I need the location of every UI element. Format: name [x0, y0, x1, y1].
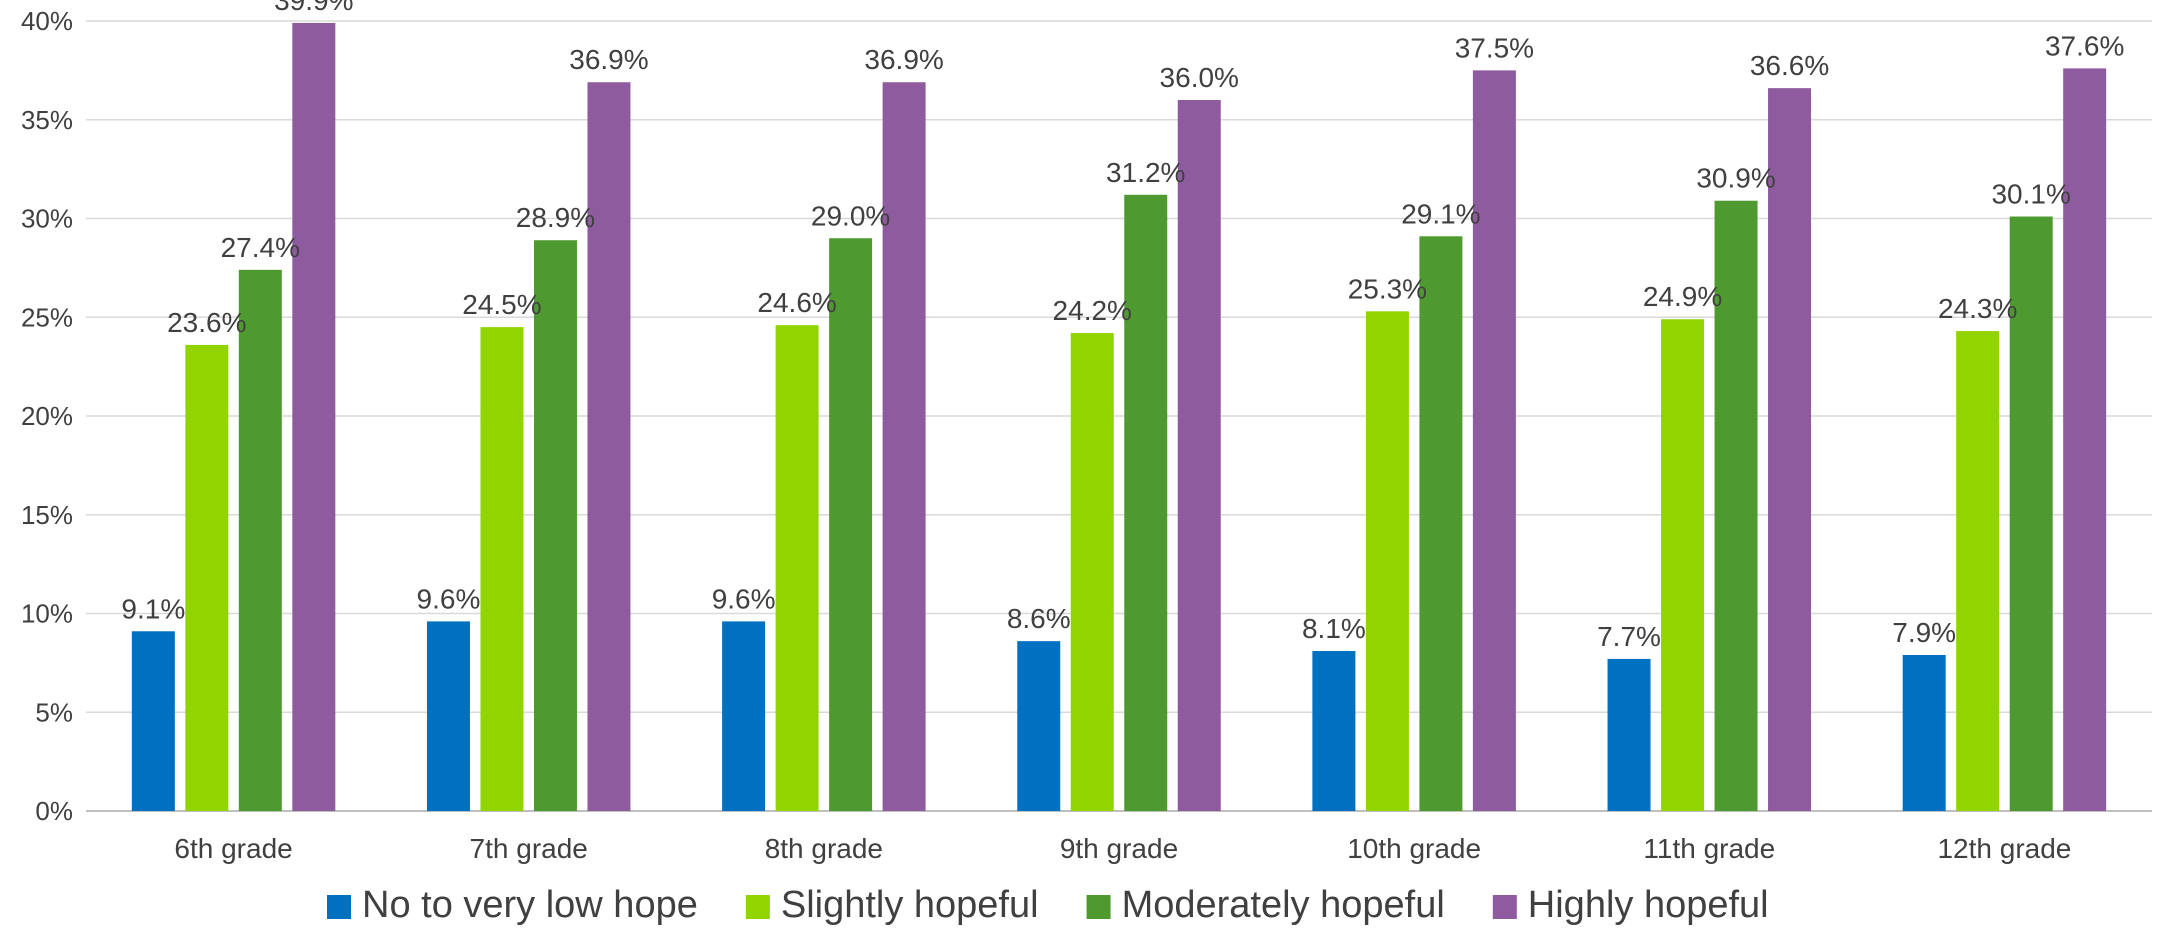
bar: [533, 240, 577, 812]
legend-label: Highly hopeful: [1528, 884, 1769, 926]
y-tick-label: 15%: [21, 500, 73, 530]
data-label: 23.6%: [167, 307, 246, 338]
bar: [1177, 100, 1221, 811]
data-label: 36.9%: [569, 44, 648, 75]
data-label: 9.1%: [121, 593, 185, 624]
gridlines: [86, 20, 2152, 812]
x-tick-label: 12th grade: [1937, 833, 2071, 864]
data-label: 8.1%: [1302, 613, 1366, 644]
y-tick-label: 5%: [35, 697, 73, 727]
data-label: 24.3%: [1938, 293, 2017, 324]
bar: [587, 82, 631, 812]
data-label: 37.5%: [1455, 32, 1534, 63]
x-tick-label: 9th grade: [1060, 833, 1178, 864]
legend-label: No to very low hope: [362, 884, 698, 926]
bar: [1956, 331, 2000, 811]
bar: [722, 621, 766, 811]
data-label: 37.6%: [2045, 30, 2124, 61]
data-label: 9.6%: [712, 583, 776, 614]
data-label: 30.1%: [1991, 179, 2070, 210]
bar: [131, 631, 175, 811]
y-tick-label: 0%: [35, 796, 73, 826]
data-label: 24.5%: [462, 289, 541, 320]
legend-swatch: [745, 895, 770, 919]
x-tick-label: 10th grade: [1347, 833, 1481, 864]
bar: [1714, 200, 1758, 812]
data-label: 7.7%: [1597, 621, 1661, 652]
data-label: 39.9%: [274, 0, 353, 16]
bar: [238, 269, 282, 812]
bar: [829, 238, 873, 811]
x-tick-label: 6th grade: [174, 833, 292, 864]
bar: [775, 325, 819, 811]
data-label: 24.9%: [1643, 281, 1722, 312]
bar: [1661, 319, 1705, 811]
bar: [882, 82, 926, 812]
data-label: 36.6%: [1750, 50, 1829, 81]
y-tick-label: 30%: [21, 204, 73, 234]
y-axis-ticks: 0% 5% 10% 15% 20% 25% 30% 35% 40%: [21, 6, 73, 826]
legend-swatch: [1492, 895, 1517, 919]
bar: [2063, 68, 2107, 811]
data-label: 8.6%: [1007, 603, 1071, 634]
bar: [1607, 658, 1651, 811]
data-label: 36.0%: [1160, 62, 1239, 93]
x-tick-label: 8th grade: [765, 833, 883, 864]
bar: [2009, 216, 2053, 811]
legend-label: Slightly hopeful: [781, 884, 1039, 926]
bar: [480, 327, 524, 811]
data-labels: 9.1% 23.6% 27.4% 39.9% 9.6% 24.5% 28.9% 36.9% 9.…: [121, 0, 2124, 652]
data-label: 29.1%: [1401, 198, 1480, 229]
bar: [1472, 70, 1516, 811]
data-label: 36.9%: [864, 44, 943, 75]
y-tick-label: 35%: [21, 105, 73, 135]
data-label: 9.6%: [417, 583, 481, 614]
data-label: 24.6%: [757, 287, 836, 318]
y-tick-label: 25%: [21, 302, 73, 332]
data-label: 31.2%: [1106, 157, 1185, 188]
data-label: 24.2%: [1053, 295, 1132, 326]
bar: [426, 621, 470, 811]
x-tick-label: 11th grade: [1643, 833, 1775, 864]
x-axis-ticks: 6th grade 7th grade 8th grade 9th grade 10th…: [174, 833, 2071, 864]
legend-label: Moderately hopeful: [1122, 884, 1445, 926]
data-label: 30.9%: [1696, 163, 1775, 194]
legend-swatch: [1086, 895, 1111, 919]
data-label: 25.3%: [1348, 273, 1427, 304]
bar: [1902, 654, 1946, 811]
data-label: 28.9%: [516, 202, 595, 233]
data-label: 7.9%: [1892, 617, 1956, 648]
y-tick-label: 40%: [21, 6, 73, 36]
bars: [131, 22, 2107, 812]
bar: [1070, 333, 1114, 811]
data-label: 27.4%: [221, 232, 300, 263]
y-tick-label: 20%: [21, 401, 73, 431]
bar: [1017, 641, 1061, 811]
bar: [1312, 651, 1356, 811]
bar: [292, 22, 336, 812]
legend-swatch: [327, 895, 351, 919]
bar: [1365, 311, 1409, 811]
bar: [1768, 88, 1812, 811]
data-label: 29.0%: [811, 200, 890, 231]
y-tick-label: 10%: [21, 599, 73, 629]
bar: [1124, 194, 1168, 812]
x-tick-label: 7th grade: [470, 833, 588, 864]
bar: [1419, 236, 1463, 811]
legend: No to very low hope Slightly hopeful Moder…: [327, 884, 1769, 926]
bar: [185, 344, 229, 811]
